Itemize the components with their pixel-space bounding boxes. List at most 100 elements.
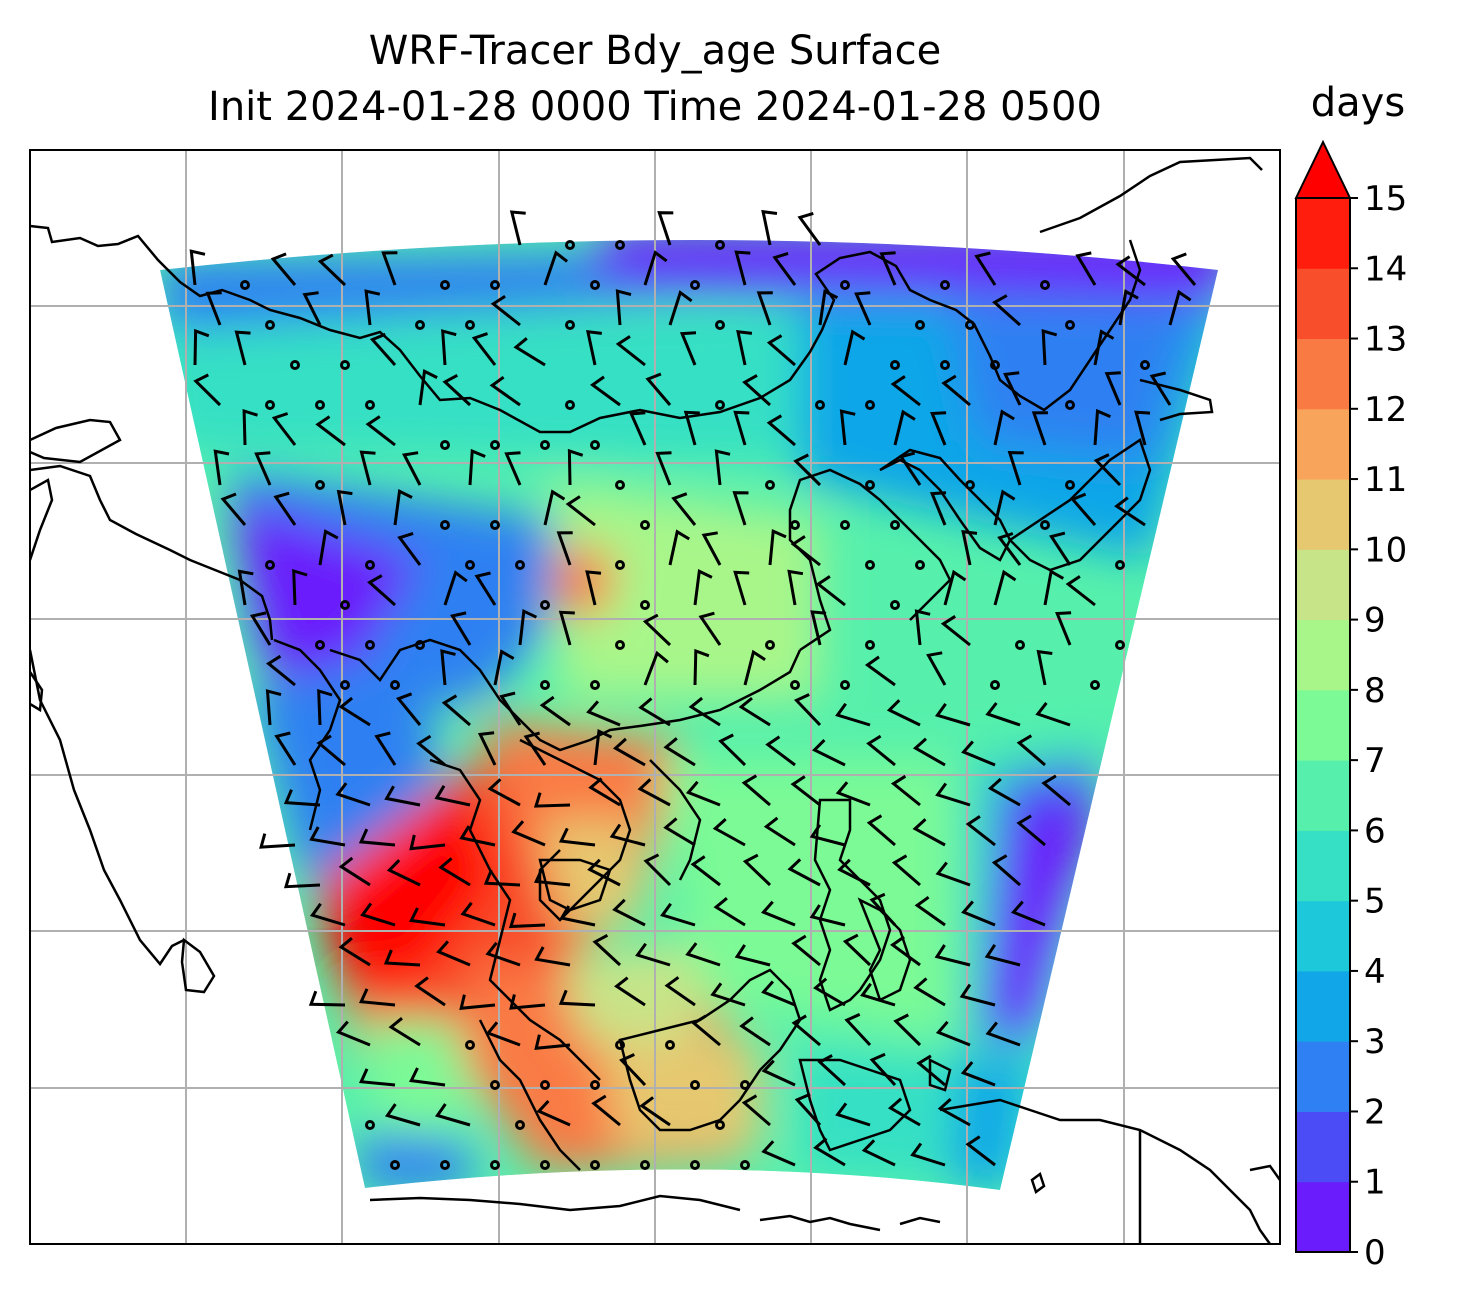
calm-wind-circle xyxy=(490,520,500,530)
calm-wind-circle xyxy=(990,360,1000,370)
wind-barb xyxy=(317,688,333,726)
wind-barb xyxy=(842,933,872,967)
wind-barb xyxy=(912,818,946,847)
calm-wind-circle xyxy=(390,1160,400,1170)
wind-barb xyxy=(477,731,497,766)
wind-barb xyxy=(743,649,766,686)
wind-barb xyxy=(588,777,621,807)
calm-wind-circle xyxy=(1140,360,1150,370)
wind-barb xyxy=(965,1135,996,1167)
calm-wind-circle xyxy=(590,440,600,450)
calm-wind-circle xyxy=(765,480,775,490)
wind-barb xyxy=(987,777,1021,807)
wind-barb xyxy=(815,575,846,607)
calm-wind-circle xyxy=(440,1160,450,1170)
calm-wind-circle xyxy=(565,240,575,250)
wind-barb xyxy=(741,774,771,807)
calm-wind-circle xyxy=(615,240,625,250)
wind-barb xyxy=(615,289,632,326)
calm-wind-circle xyxy=(865,400,875,410)
wind-barb xyxy=(499,691,522,726)
wind-barb xyxy=(1104,371,1122,406)
wind-barb xyxy=(793,693,822,727)
wind-barb xyxy=(926,651,947,686)
wind-barb xyxy=(474,571,497,606)
calm-wind-circle xyxy=(440,520,450,530)
wind-barb xyxy=(761,1059,796,1087)
wind-barb xyxy=(916,1054,946,1087)
wind-barb xyxy=(565,495,596,527)
wind-barb xyxy=(809,904,846,927)
colorbar-segment xyxy=(1296,1111,1350,1183)
wind-barb xyxy=(893,409,916,446)
calm-wind-circle xyxy=(615,640,625,650)
wind-barb xyxy=(811,739,846,767)
wind-barb xyxy=(913,977,946,1007)
wind-barb xyxy=(741,1094,771,1127)
calm-wind-circle xyxy=(490,1160,500,1170)
wind-barb xyxy=(794,1092,822,1127)
wind-barb xyxy=(984,943,1021,967)
wind-barb xyxy=(450,611,472,646)
wind-barb xyxy=(1041,774,1071,807)
wind-barb xyxy=(619,1053,647,1087)
wind-barb xyxy=(739,1016,771,1047)
calm-wind-circle xyxy=(715,240,725,250)
wind-barb xyxy=(835,702,871,727)
wind-barb xyxy=(309,902,346,927)
calm-wind-circle xyxy=(1040,280,1050,290)
wind-barb xyxy=(1035,701,1071,727)
wind-barb xyxy=(668,290,693,326)
wind-barb xyxy=(271,412,297,446)
wind-barb xyxy=(664,976,696,1007)
wind-barb xyxy=(710,982,746,1007)
wind-barb xyxy=(844,1013,872,1047)
wind-barb xyxy=(766,334,796,367)
wind-barb xyxy=(683,410,700,446)
wind-barb xyxy=(663,817,696,847)
wind-barb xyxy=(442,373,472,407)
wind-barb xyxy=(388,1017,421,1047)
wind-barb xyxy=(283,789,321,807)
wind-barb xyxy=(639,1096,671,1127)
wind-barb xyxy=(713,897,746,927)
wind-barb xyxy=(935,861,971,887)
wind-barb xyxy=(1003,371,1022,406)
colorbar-tick-label: 5 xyxy=(1364,882,1386,922)
wind-barb xyxy=(237,569,254,606)
calm-wind-circle xyxy=(465,1040,475,1050)
wind-barb xyxy=(935,1020,971,1047)
wind-barb xyxy=(635,942,671,967)
colorbar-segment xyxy=(1296,338,1350,410)
wind-barb xyxy=(645,372,672,406)
colorbar-segment xyxy=(1296,549,1350,621)
wind-barb xyxy=(509,210,526,246)
wind-barb xyxy=(679,331,697,366)
wind-barb xyxy=(985,702,1021,727)
wind-barb xyxy=(384,785,421,807)
wind-barb xyxy=(974,251,997,286)
wind-barb xyxy=(539,695,571,727)
wind-barb xyxy=(1016,734,1046,767)
calm-wind-circle xyxy=(1040,520,1050,530)
wind-barb xyxy=(397,531,422,566)
calm-wind-circle xyxy=(690,280,700,290)
wind-barb xyxy=(612,898,646,927)
plot-title-line2: Init 2024-01-28 0000 Time 2024-01-28 050… xyxy=(208,84,1102,130)
wind-barb xyxy=(409,834,446,851)
wind-barb xyxy=(274,731,297,766)
wind-barb xyxy=(718,733,747,767)
wind-barb xyxy=(733,410,750,446)
calm-wind-circle xyxy=(690,1160,700,1170)
calm-wind-circle xyxy=(1090,680,1100,690)
wind-barb xyxy=(790,535,821,567)
wind-barb xyxy=(434,1103,471,1127)
wind-barb xyxy=(893,1013,922,1047)
calm-wind-circle xyxy=(440,440,450,450)
wind-barb xyxy=(358,1068,396,1087)
calm-wind-circle xyxy=(565,400,575,410)
colorbar-segment xyxy=(1296,1041,1350,1112)
wind-barb xyxy=(714,449,731,486)
wind-barb xyxy=(793,453,822,487)
wind-barb xyxy=(585,329,602,366)
